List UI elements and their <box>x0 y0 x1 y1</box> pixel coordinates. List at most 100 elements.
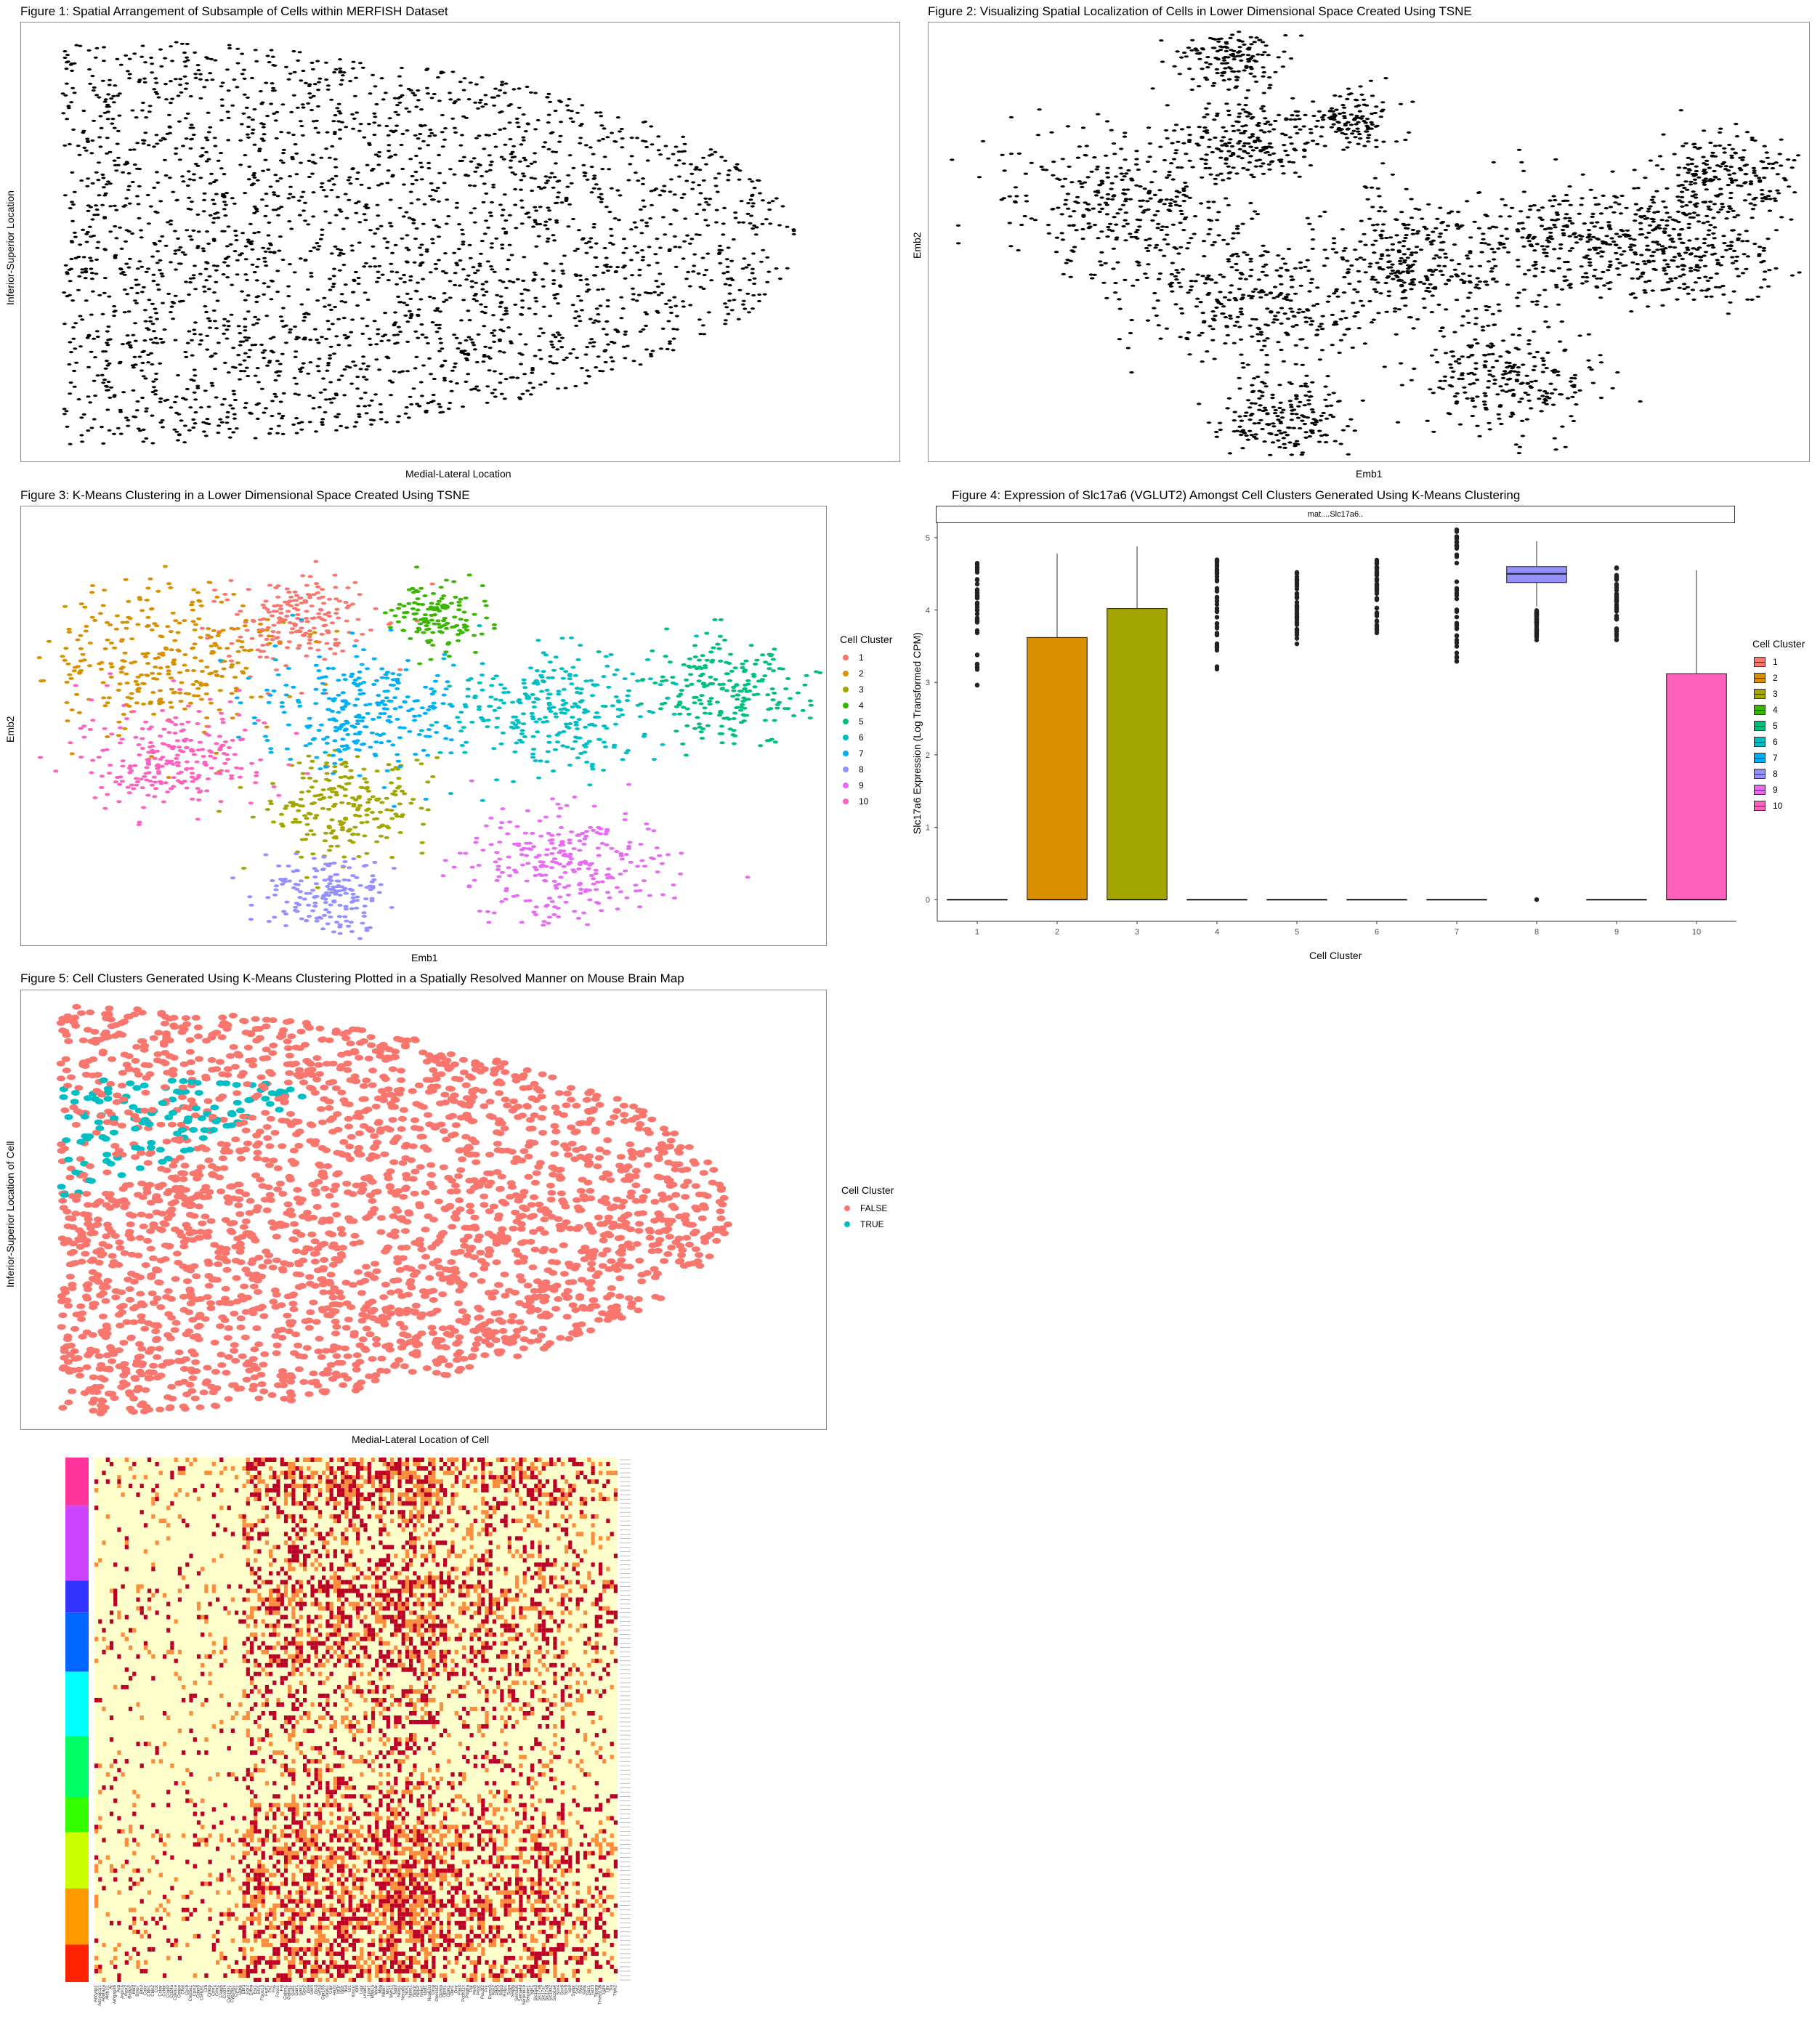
figure1-point <box>240 290 244 293</box>
figure1-point <box>314 430 318 433</box>
figure2-point <box>1029 217 1034 220</box>
figure1-point <box>414 355 419 358</box>
figure1-point <box>215 264 220 267</box>
figure1-point <box>337 208 342 211</box>
figure1-point <box>126 185 132 187</box>
figure2-point <box>1173 247 1179 250</box>
figure1-point <box>272 112 277 115</box>
figure1-point <box>163 244 169 247</box>
figure2-point <box>1210 339 1216 341</box>
figure2-point <box>1043 169 1049 171</box>
figure1-point <box>220 104 225 107</box>
figure1-point <box>737 288 743 291</box>
figure2-point <box>1708 201 1713 203</box>
figure2-point <box>1208 227 1213 231</box>
figure1-point <box>413 154 418 158</box>
figure2-point <box>1647 224 1653 227</box>
figure1-point <box>69 351 73 354</box>
figure2-point <box>1250 335 1255 338</box>
figure1-point <box>674 163 679 166</box>
figure1-point <box>275 370 280 373</box>
figure2-point <box>1226 260 1231 263</box>
figure2-point <box>1504 390 1509 393</box>
figure1-point <box>225 328 230 331</box>
figure1-point <box>472 348 477 351</box>
figure1-point <box>575 111 580 114</box>
figure2-point <box>1213 182 1218 185</box>
figure1-point <box>246 355 251 358</box>
figure2-point <box>1536 209 1541 211</box>
figure1-point <box>186 207 191 210</box>
figure1-point <box>538 187 543 190</box>
figure1-point <box>420 334 425 336</box>
figure2-point <box>1256 421 1261 425</box>
figure2-point <box>1146 244 1152 247</box>
figure1-point <box>594 366 599 369</box>
figure1-point <box>101 177 106 179</box>
figure2-point <box>1359 219 1364 222</box>
figure1-point <box>375 203 380 206</box>
figure2-point <box>1343 247 1348 250</box>
figure2-point <box>1404 234 1409 237</box>
figure2-point <box>1449 350 1454 353</box>
figure2-point <box>1774 229 1779 232</box>
figure2-point <box>1761 249 1766 252</box>
figure2-point <box>1218 273 1223 276</box>
figure1-point <box>533 161 538 163</box>
figure2-point <box>1279 348 1284 352</box>
figure1-title: Figure 1: Spatial Arrangement of Subsamp… <box>20 4 448 18</box>
figure1-point <box>511 376 515 379</box>
figure1-point <box>701 179 706 182</box>
figure1-point <box>716 172 721 175</box>
figure1-point <box>498 295 503 298</box>
figure2-point <box>1544 403 1549 405</box>
figure1-point <box>320 423 325 427</box>
figure2-point <box>1226 299 1231 302</box>
figure1-point <box>157 240 162 243</box>
figure1-point <box>268 337 273 340</box>
figure1-point <box>333 166 339 169</box>
figure1-point <box>363 291 368 294</box>
figure2-point <box>1402 259 1407 262</box>
figure1-point <box>342 368 347 371</box>
figure1-point <box>407 310 412 312</box>
figure1-point <box>105 110 110 113</box>
figure1-point <box>98 115 103 118</box>
figure2-point <box>1289 419 1295 421</box>
figure2-point <box>1221 79 1226 82</box>
figure2-point <box>1460 224 1465 227</box>
figure2-point <box>1362 120 1367 123</box>
figure2-point <box>1372 111 1378 115</box>
figure2-point <box>1167 170 1172 174</box>
figure1-point <box>466 98 472 101</box>
figure2-point <box>1559 288 1565 291</box>
figure2-point <box>1346 453 1351 456</box>
figure2-point <box>1406 131 1412 134</box>
figure1-point <box>612 217 618 220</box>
figure1-point <box>473 170 478 173</box>
figure2-point <box>1526 393 1531 396</box>
figure2-point <box>1128 233 1133 235</box>
figure2-point <box>1440 220 1446 224</box>
figure1-point <box>483 345 488 348</box>
figure1-point <box>352 425 357 428</box>
figure2-point <box>1129 318 1134 322</box>
figure1-point <box>489 161 494 163</box>
figure2-point <box>1104 120 1110 123</box>
figure1-point <box>517 106 522 109</box>
figure2-point <box>1394 218 1399 221</box>
figure2-point <box>1245 363 1250 366</box>
figure1-point <box>368 265 373 268</box>
figure1-point <box>413 94 418 97</box>
figure2-point <box>1080 238 1085 241</box>
figure1-point <box>456 98 461 101</box>
figure1-point <box>713 150 718 153</box>
figure2-point <box>1192 215 1198 218</box>
figure1-point <box>491 334 496 337</box>
figure2-point <box>1065 193 1071 195</box>
figure1-point <box>206 242 211 245</box>
figure1-point <box>437 171 442 174</box>
figure1-point <box>548 355 553 357</box>
figure2-point <box>1203 76 1208 79</box>
figure2-point <box>1178 246 1184 248</box>
